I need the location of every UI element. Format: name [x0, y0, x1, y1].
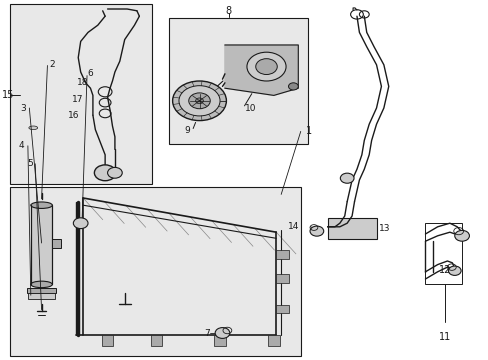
- Text: 12: 12: [438, 265, 450, 275]
- Circle shape: [447, 266, 460, 275]
- Bar: [31, 205, 52, 284]
- Text: 7: 7: [204, 328, 210, 338]
- Text: 5: 5: [27, 159, 33, 168]
- Text: 15: 15: [2, 90, 15, 100]
- Circle shape: [195, 98, 203, 104]
- Circle shape: [454, 230, 468, 241]
- Circle shape: [255, 59, 277, 75]
- Text: 4: 4: [18, 141, 24, 150]
- Bar: [276, 274, 288, 283]
- Bar: [276, 251, 288, 259]
- Bar: [52, 239, 61, 248]
- Circle shape: [309, 226, 323, 236]
- Bar: [10, 4, 151, 184]
- Bar: [425, 223, 461, 284]
- Text: 18: 18: [77, 78, 89, 87]
- Bar: [102, 335, 113, 346]
- Circle shape: [94, 165, 116, 181]
- Bar: [168, 18, 307, 144]
- Circle shape: [246, 52, 285, 81]
- Text: 17: 17: [72, 95, 84, 104]
- Circle shape: [73, 218, 88, 229]
- Text: 3: 3: [20, 104, 26, 113]
- Circle shape: [172, 81, 226, 121]
- Polygon shape: [224, 45, 298, 95]
- Text: 1: 1: [305, 126, 311, 136]
- Text: 10: 10: [244, 104, 256, 113]
- Text: 6: 6: [87, 69, 93, 78]
- Bar: [327, 218, 376, 239]
- Circle shape: [340, 173, 353, 183]
- Circle shape: [107, 167, 122, 178]
- Circle shape: [288, 83, 298, 90]
- Text: 14: 14: [287, 222, 299, 231]
- Bar: [214, 335, 225, 346]
- Bar: [150, 335, 162, 346]
- Circle shape: [215, 328, 229, 338]
- Text: 16: 16: [67, 111, 79, 120]
- Ellipse shape: [31, 281, 52, 288]
- Bar: [27, 288, 56, 293]
- Text: 9: 9: [184, 126, 190, 135]
- Ellipse shape: [29, 126, 38, 130]
- Circle shape: [179, 86, 220, 116]
- Text: 2: 2: [49, 60, 55, 69]
- Circle shape: [188, 93, 210, 109]
- Bar: [28, 293, 55, 299]
- Text: 13: 13: [378, 224, 390, 233]
- Ellipse shape: [31, 202, 52, 208]
- Bar: [267, 335, 279, 346]
- Bar: [10, 187, 300, 356]
- Bar: [276, 305, 288, 314]
- Text: 8: 8: [225, 6, 231, 16]
- Text: 11: 11: [438, 332, 450, 342]
